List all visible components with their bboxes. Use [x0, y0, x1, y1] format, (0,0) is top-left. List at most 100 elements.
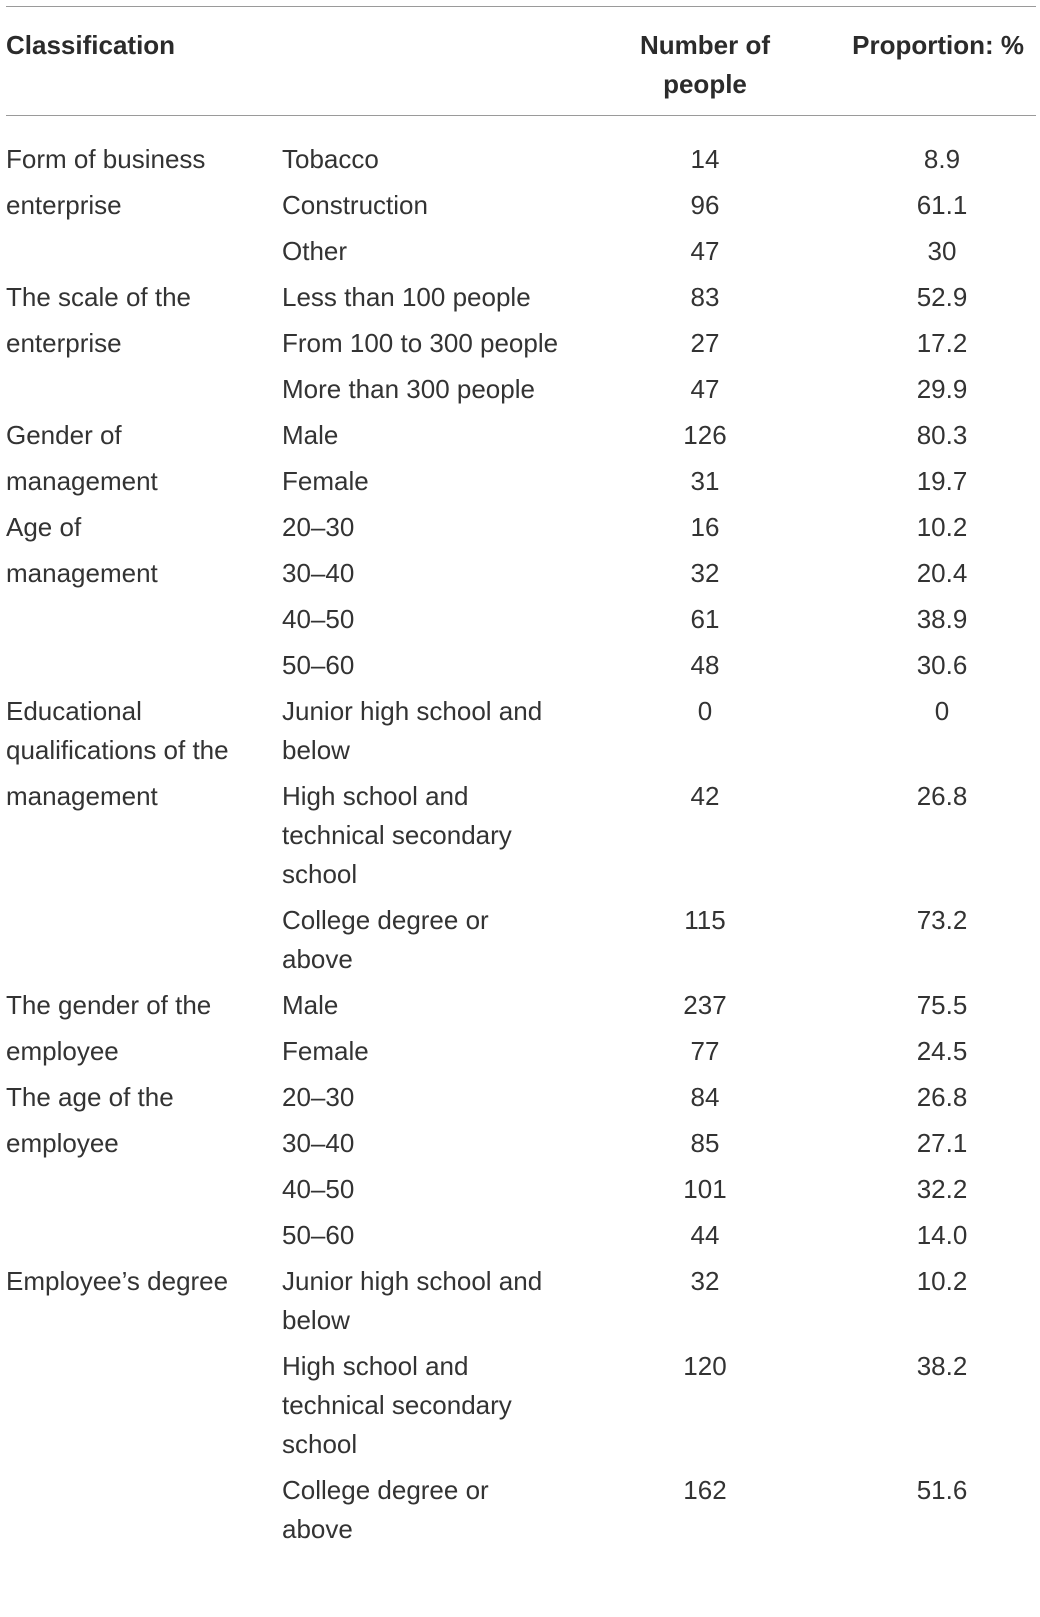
table-row: 50–60 44 14.0: [6, 1209, 1036, 1255]
table-row: 50–60 48 30.6: [6, 639, 1036, 685]
cell-subcategory: College degree or above: [282, 1475, 489, 1544]
cell-number-of-people: 42: [690, 781, 720, 811]
cell-number-of-people: 83: [690, 282, 720, 312]
cell-proportion: 75.5: [916, 990, 968, 1020]
cell-subcategory: Other: [282, 236, 348, 266]
cell-subcategory: Junior high school and below: [282, 696, 543, 765]
cell-proportion: 8.9: [923, 144, 961, 174]
cell-classification: management: [6, 466, 158, 496]
cell-number-of-people: 101: [683, 1174, 727, 1204]
table-row: Gender of Male 126 80.3: [6, 409, 1036, 455]
table-row: The gender of the Male 237 75.5: [6, 979, 1036, 1025]
cell-proportion: 10.2: [916, 1266, 968, 1296]
cell-proportion: 30: [927, 236, 957, 266]
cell-proportion: 10.2: [916, 512, 968, 542]
cell-proportion: 80.3: [916, 420, 968, 450]
cell-subcategory: Junior high school and below: [282, 1266, 543, 1335]
cell-subcategory: 30–40: [282, 1128, 355, 1158]
cell-number-of-people: 61: [690, 604, 720, 634]
cell-proportion: 61.1: [916, 190, 968, 220]
cell-proportion: 27.1: [916, 1128, 968, 1158]
cell-classification: [6, 1464, 282, 1549]
cell-number-of-people: 27: [690, 328, 720, 358]
cell-subcategory: Male: [282, 420, 339, 450]
table-row: 40–50 101 32.2: [6, 1163, 1036, 1209]
table-row: The scale of the Less than 100 people 83 52…: [6, 271, 1036, 317]
cell-number-of-people: 44: [690, 1220, 720, 1250]
table-row: College degree or above 162 51.6: [6, 1464, 1036, 1549]
table-row: 40–50 61 38.9: [6, 593, 1036, 639]
cell-proportion: 52.9: [916, 282, 968, 312]
table-row: Employee’s degree Junior high school and …: [6, 1255, 1036, 1340]
cell-proportion: 73.2: [916, 905, 968, 935]
cell-proportion: 30.6: [916, 650, 968, 680]
cell-classification: employee: [6, 1036, 119, 1066]
table-row: enterprise Construction 96 61.1: [6, 179, 1036, 225]
cell-proportion: 29.9: [916, 374, 968, 404]
cell-classification: [6, 593, 282, 639]
table-row: Educational qualifications of the Junior …: [6, 685, 1036, 770]
cell-classification: management: [6, 558, 158, 588]
table-header: Classification Number of people Proporti…: [6, 7, 1036, 116]
cell-proportion: 14.0: [916, 1220, 968, 1250]
cell-number-of-people: 48: [690, 650, 720, 680]
cell-classification: Gender of: [6, 420, 122, 450]
cell-subcategory: High school and technical secondary scho…: [282, 1351, 512, 1459]
cell-classification: management: [6, 781, 158, 811]
cell-classification: [6, 1340, 282, 1464]
cell-classification: The scale of the: [6, 282, 191, 312]
cell-number-of-people: 47: [690, 374, 720, 404]
cell-subcategory: Less than 100 people: [282, 282, 531, 312]
cell-classification: employee: [6, 1128, 119, 1158]
table-row: More than 300 people 47 29.9: [6, 363, 1036, 409]
cell-classification: enterprise: [6, 328, 122, 358]
cell-classification: [6, 1163, 282, 1209]
cell-subcategory: 20–30: [282, 512, 355, 542]
header-classification: Classification: [6, 30, 176, 60]
cell-subcategory: 40–50: [282, 1174, 355, 1204]
cell-proportion: 32.2: [916, 1174, 968, 1204]
cell-number-of-people: 32: [690, 1266, 720, 1296]
table-body: Form of business Tobacco 14 8.9 enterprise Co…: [6, 116, 1036, 1549]
table-row: College degree or above 115 73.2: [6, 894, 1036, 979]
cell-number-of-people: 0: [697, 696, 713, 726]
table-row: Form of business Tobacco 14 8.9: [6, 133, 1036, 179]
table-row: employee Female 77 24.5: [6, 1025, 1036, 1071]
cell-number-of-people: 85: [690, 1128, 720, 1158]
cell-proportion: 26.8: [916, 781, 968, 811]
cell-subcategory: Female: [282, 466, 369, 496]
table-row: management Female 31 19.7: [6, 455, 1036, 501]
cell-proportion: 26.8: [916, 1082, 968, 1112]
cell-classification: Employee’s degree: [6, 1266, 229, 1296]
header-subcategory: [282, 7, 574, 115]
cell-subcategory: Tobacco: [282, 144, 379, 174]
cell-proportion: 38.2: [916, 1351, 968, 1381]
table-row: Age of 20–30 16 10.2: [6, 501, 1036, 547]
top-rule: [6, 6, 1036, 7]
cell-number-of-people: 115: [684, 905, 726, 935]
cell-subcategory: College degree or above: [282, 905, 489, 974]
cell-subcategory: 20–30: [282, 1082, 355, 1112]
table-row: High school and technical secondary scho…: [6, 1340, 1036, 1464]
cell-subcategory: 50–60: [282, 650, 355, 680]
cell-number-of-people: 47: [690, 236, 720, 266]
header-number-of-people: Number of people: [640, 30, 770, 99]
cell-number-of-people: 162: [683, 1475, 727, 1505]
cell-subcategory: More than 300 people: [282, 374, 535, 404]
cell-subcategory: Female: [282, 1036, 369, 1066]
cell-proportion: 19.7: [916, 466, 968, 496]
cell-number-of-people: 16: [690, 512, 720, 542]
cell-number-of-people: 237: [683, 990, 727, 1020]
table-row: management High school and technical seco…: [6, 770, 1036, 894]
cell-classification: [6, 639, 282, 685]
cell-subcategory: High school and technical secondary scho…: [282, 781, 512, 889]
cell-proportion: 20.4: [916, 558, 968, 588]
cell-subcategory: 50–60: [282, 1220, 355, 1250]
table-row: management 30–40 32 20.4: [6, 547, 1036, 593]
cell-number-of-people: 77: [690, 1036, 720, 1066]
cell-subcategory: Male: [282, 990, 339, 1020]
table-row: The age of the 20–30 84 26.8: [6, 1071, 1036, 1117]
cell-proportion: 17.2: [916, 328, 968, 358]
cell-number-of-people: 14: [690, 144, 720, 174]
table-row: employee 30–40 85 27.1: [6, 1117, 1036, 1163]
